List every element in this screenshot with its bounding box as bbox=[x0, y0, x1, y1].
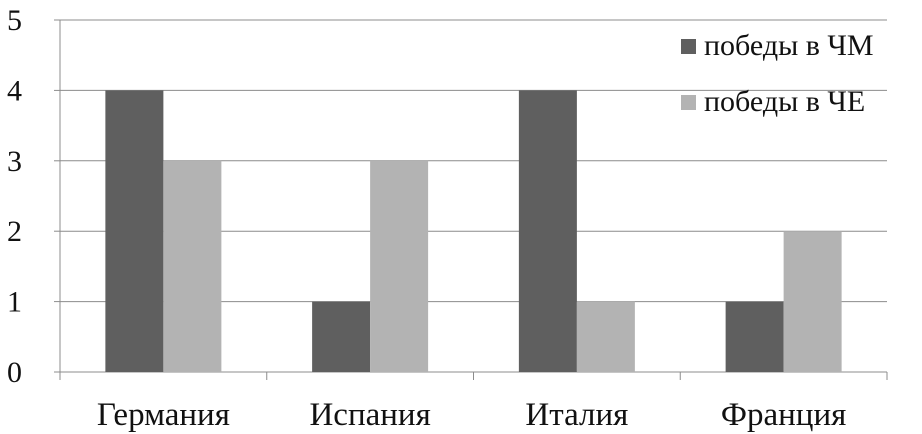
bar-world-cup-0 bbox=[105, 90, 164, 373]
y-tick-label: 4 bbox=[7, 74, 22, 107]
legend: победы в ЧМ победы в ЧЕ bbox=[681, 29, 874, 118]
bar-euro-2 bbox=[576, 301, 635, 372]
bar-world-cup-2 bbox=[518, 90, 577, 373]
y-tick-label: 1 bbox=[7, 286, 22, 319]
x-tick-label: Испания bbox=[309, 397, 430, 433]
y-axis: 0 1 2 3 4 5 bbox=[7, 4, 61, 389]
y-tick-label: 3 bbox=[7, 145, 22, 178]
x-tick-label: Германия bbox=[97, 397, 230, 433]
bar-euro-0 bbox=[163, 160, 222, 372]
bar-euro-1 bbox=[370, 160, 429, 372]
y-tick-label: 5 bbox=[7, 4, 22, 37]
bar-world-cup-3 bbox=[725, 301, 784, 372]
legend-label: победы в ЧМ bbox=[704, 29, 874, 62]
bars bbox=[105, 90, 842, 373]
y-tick-label: 0 bbox=[7, 356, 22, 389]
x-tick-label: Франция bbox=[721, 397, 846, 433]
bar-euro-3 bbox=[783, 231, 842, 372]
legend-label: победы в ЧЕ bbox=[704, 85, 865, 118]
x-axis: Германия Испания Италия Франция bbox=[59, 371, 888, 433]
y-tick-label: 2 bbox=[7, 215, 22, 248]
legend-swatch bbox=[681, 95, 696, 110]
legend-swatch bbox=[681, 39, 696, 54]
bar-world-cup-1 bbox=[312, 301, 371, 372]
x-tick-label: Италия bbox=[525, 397, 628, 433]
